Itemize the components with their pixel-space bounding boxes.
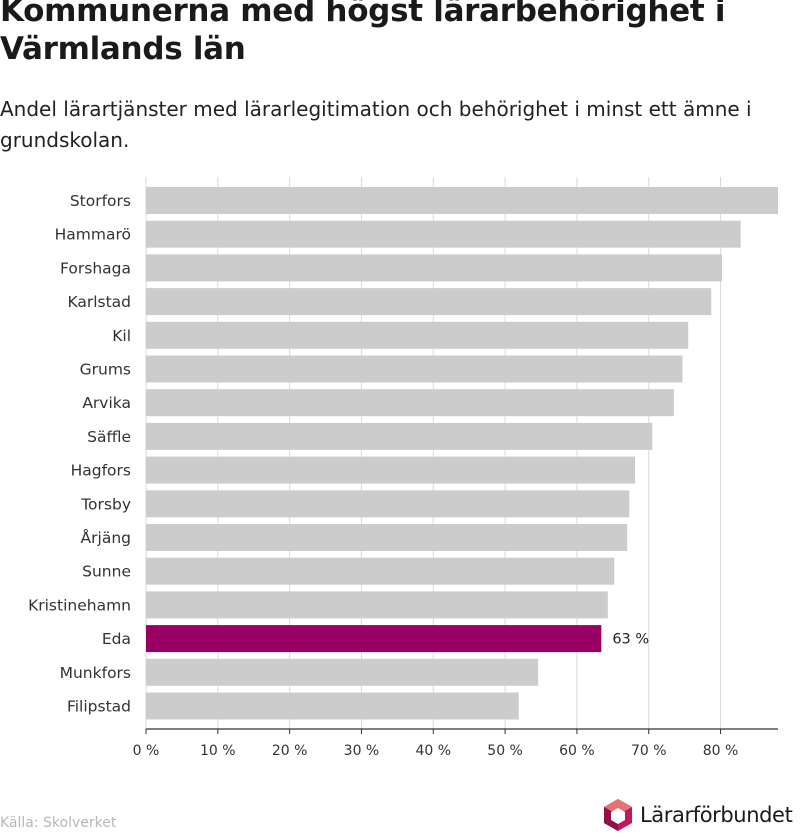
chart-title: Kommunerna med högst lärarbehörighet i V… [0, 0, 726, 67]
bar-chart: 0 % 10 % 20 % 30 % 40 % 50 % 60 % 70 % 80 % Stor… [28, 177, 778, 759]
x-tick-label: 20 % [272, 743, 308, 759]
x-tick-label: 50 % [487, 743, 523, 759]
bar [146, 187, 778, 214]
bar [146, 321, 689, 349]
category-label: Kil [112, 327, 131, 345]
category-label: Sunne [82, 563, 131, 581]
bar [146, 591, 608, 619]
bar [146, 692, 519, 720]
bar [146, 524, 628, 551]
chart-subtitle: Andel lärartjänster med lärarlegitimatio… [0, 97, 752, 152]
lararforbundet-logo-icon [604, 799, 632, 831]
category-label: Säffle [87, 428, 131, 446]
bar [146, 490, 630, 518]
bar [146, 220, 741, 248]
x-tick-label: 0 % [133, 743, 160, 759]
x-tick-label: 10 % [200, 743, 236, 759]
brand-logo: Lärarförbundet [602, 797, 793, 833]
category-label: Forshaga [60, 259, 131, 277]
bar [146, 254, 722, 282]
x-tick-label: 70 % [631, 743, 667, 759]
category-label: Eda [102, 630, 131, 648]
category-label: Filipstad [67, 698, 131, 716]
bar [146, 355, 683, 383]
bar [146, 288, 712, 316]
category-label: Grums [80, 361, 131, 379]
category-label: Kristinehamn [28, 596, 131, 614]
category-label: Arvika [82, 394, 131, 412]
category-label: Hammarö [55, 226, 131, 244]
category-label: Torsby [80, 495, 131, 513]
bar [146, 557, 615, 585]
brand-name: Lärarförbundet [640, 803, 793, 827]
bar [146, 658, 539, 686]
category-labels: Storfors Hammarö Forshaga Karlstad Kil Grums A… [28, 192, 649, 716]
category-label: Munkfors [60, 664, 131, 682]
bar-highlighted [146, 625, 602, 653]
category-label: Hagfors [71, 462, 131, 480]
bar [146, 456, 636, 484]
bar [146, 422, 653, 450]
x-tick-label: 30 % [344, 743, 380, 759]
data-label: 63 % [612, 632, 649, 648]
x-tick-label: 80 % [703, 743, 739, 759]
source-note: Källa: Skolverket [0, 815, 117, 831]
x-tick-label: 40 % [415, 743, 451, 759]
category-label: Årjäng [81, 528, 131, 547]
x-axis: 0 % 10 % 20 % 30 % 40 % 50 % 60 % 70 % 80 % [133, 728, 778, 759]
category-label: Storfors [70, 192, 131, 210]
x-tick-label: 60 % [559, 743, 595, 759]
category-label: Karlstad [67, 293, 131, 311]
bar [146, 389, 674, 417]
bars [146, 187, 778, 720]
